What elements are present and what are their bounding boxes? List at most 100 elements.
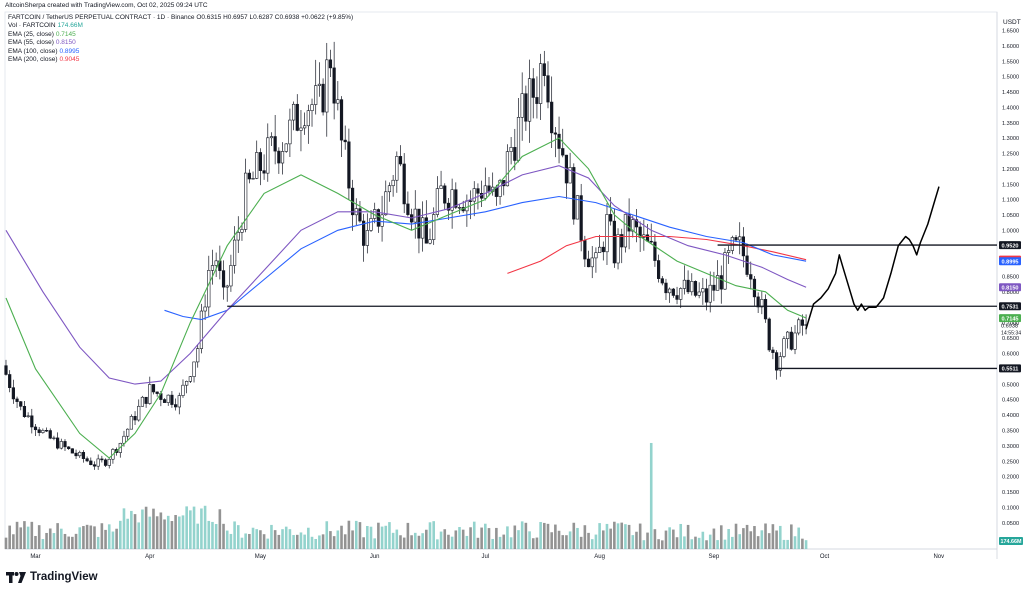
candle-body <box>701 288 705 293</box>
candle-body <box>59 441 63 449</box>
time-tick-label: Mar <box>30 554 40 560</box>
volume-bar <box>211 521 214 549</box>
volume-bar <box>627 524 631 549</box>
volume-bar <box>613 521 616 549</box>
volume-bar <box>631 535 635 549</box>
price-tick-label: 0.6500 <box>1002 336 1019 342</box>
candle-body <box>682 279 687 289</box>
volume-bar <box>15 521 19 549</box>
candle-body <box>738 236 742 241</box>
volume-bar <box>531 538 535 549</box>
price-label: 0.7531 <box>1001 304 1018 310</box>
countdown-label: 14:55:34 <box>1001 331 1021 337</box>
legend-ema55[interactable]: EMA (55, close) 0.8150 <box>8 39 76 47</box>
candle-body <box>435 188 439 215</box>
candle-body <box>649 240 653 243</box>
volume-bar <box>41 539 45 549</box>
time-tick-label: Aug <box>594 554 605 560</box>
volume-bar <box>509 537 513 549</box>
volume-bar <box>67 536 70 549</box>
volume-bar <box>804 540 808 549</box>
volume-bar <box>484 523 487 549</box>
volume-bar <box>775 530 778 549</box>
volume-bar <box>782 539 786 549</box>
legend-ema100[interactable]: EMA (100, close) 0.8995 <box>8 47 80 55</box>
candle-body <box>384 191 388 216</box>
price-tick-label: 1.4000 <box>1002 105 1019 111</box>
price-tick-label: 0.4500 <box>1002 398 1019 404</box>
volume-bar <box>52 533 56 549</box>
volume-bar <box>45 532 48 549</box>
legend-ema25[interactable]: EMA (25, close) 0.7145 <box>8 30 76 38</box>
volume-bar <box>380 526 384 549</box>
volume-bar <box>56 523 59 549</box>
price-tick-label: 1.6500 <box>1002 28 1019 34</box>
price-tick-label: 1.6000 <box>1002 44 1019 50</box>
candle-body <box>417 208 421 239</box>
candle-body <box>92 464 97 467</box>
price-unit-label: USDT <box>1003 19 1021 26</box>
volume-bar <box>443 529 447 549</box>
candle-body <box>306 110 310 127</box>
candle-body <box>299 127 303 131</box>
candle-body <box>774 352 779 371</box>
tradingview-logo-icon <box>6 571 26 583</box>
candle-body <box>439 185 443 189</box>
volume-bar <box>801 538 804 549</box>
volume-bar <box>557 530 561 549</box>
candle-body <box>601 246 605 253</box>
candle-body <box>516 117 521 161</box>
volume-bar <box>461 529 465 549</box>
candle-body <box>712 284 716 291</box>
price-tick-label: 0.7000 <box>1002 321 1019 327</box>
volume-bar <box>579 536 583 549</box>
volume-bar <box>668 527 671 549</box>
candle-body <box>505 151 510 187</box>
current-price-label: 0.6938 <box>1001 324 1018 330</box>
legend-ema200[interactable]: EMA (200, close) 0.9045 <box>8 56 80 64</box>
volume-bar <box>664 530 668 549</box>
candle-body <box>767 318 771 351</box>
candle-body <box>44 430 49 432</box>
volume-bar <box>137 522 141 549</box>
candle-body <box>778 356 782 371</box>
volume-bar <box>458 527 461 549</box>
volume-bar <box>332 536 336 549</box>
volume-bar <box>354 520 358 549</box>
candle-body <box>406 203 410 215</box>
volume-bar <box>240 537 244 549</box>
volume-bar <box>683 536 686 549</box>
volume-bar <box>388 522 391 549</box>
volume-bar <box>576 527 579 549</box>
volume-bar <box>583 525 587 549</box>
candle-body <box>177 395 181 408</box>
volume-bar <box>450 536 454 549</box>
candle-body <box>675 295 679 300</box>
volume-bar <box>222 523 225 549</box>
tradingview-logo[interactable]: TradingView <box>6 571 98 583</box>
volume-bar <box>377 522 380 549</box>
price-label: 0.8995 <box>1001 259 1018 265</box>
price-tick-label: 1.0000 <box>1002 229 1019 235</box>
volume-bar <box>336 530 340 549</box>
time-tick-label: Oct <box>820 554 830 560</box>
candle-body <box>668 288 672 294</box>
candle-body <box>468 200 473 202</box>
volume-bar <box>524 522 528 549</box>
candle-body <box>126 428 130 437</box>
candle-body <box>74 452 78 457</box>
volume-bar <box>159 512 163 549</box>
candle-body <box>240 229 244 233</box>
price-tick-label: 1.5000 <box>1002 75 1019 81</box>
volume-bar <box>229 533 233 549</box>
volume-bar <box>402 537 406 549</box>
volume-bar <box>155 516 159 549</box>
volume-bar <box>314 538 318 549</box>
time-tick-label: Jul <box>481 554 489 560</box>
candle-body <box>671 288 675 296</box>
volume-bar <box>649 442 653 549</box>
candle-body <box>498 180 502 197</box>
legend-volume[interactable]: Vol · FARTCOIN 174.66M <box>8 22 83 30</box>
candle-body <box>273 136 277 152</box>
